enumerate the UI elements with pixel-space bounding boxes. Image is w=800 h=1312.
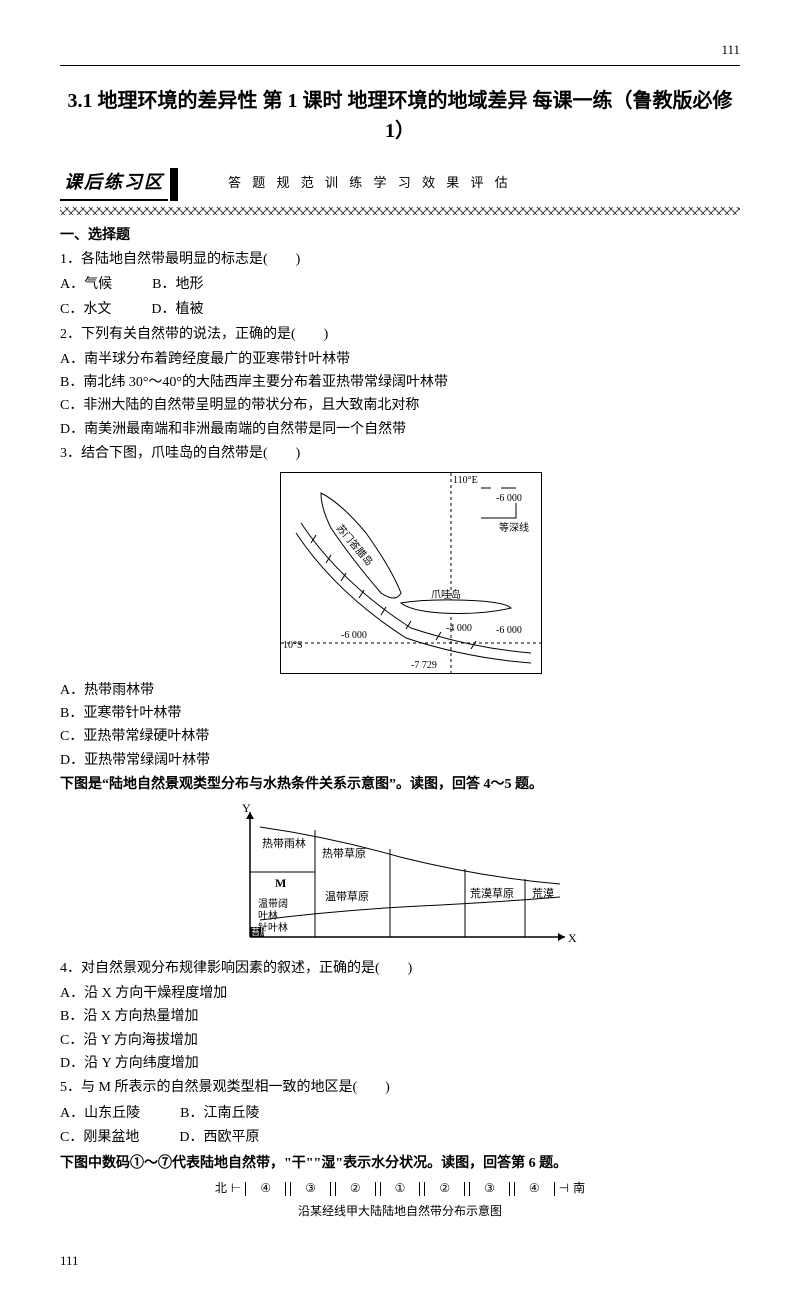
q2-stem: 2．下列有关自然带的说法，正确的是( ) (60, 324, 740, 346)
q4-stem: 4．对自然景观分布规律影响因素的叙述，正确的是( ) (60, 958, 740, 980)
chart-l2: M (275, 876, 286, 890)
map-d1: -6 000 (496, 493, 522, 504)
band-c2: ② (335, 1182, 376, 1196)
chart-x: X (568, 931, 577, 945)
map-d3: -6 000 (341, 630, 367, 641)
q2-opt-b: B．南北纬 30°～40°的大陆西岸主要分布着亚热带常绿阔叶林带 (60, 372, 740, 394)
q3-opt-a: A．热带雨林带 (60, 680, 740, 702)
q4-opt-a: A．沿 X 方向干燥程度增加 (60, 983, 740, 1005)
band-c1: ③ (290, 1182, 331, 1196)
q4-opt-b: B．沿 X 方向热量增加 (60, 1006, 740, 1028)
q1-opt-d: D．植被 (151, 299, 203, 321)
top-rule (60, 65, 740, 66)
chart-l0: 热带雨林 (262, 836, 306, 850)
intro-45: 下图是“陆地自然景观类型分布与水热条件关系示意图”。读图，回答 4～5 题。 (60, 774, 740, 796)
map-d4: -4 000 (446, 623, 472, 634)
band-diagram: 北 ⊢ ④ ③ ② ① ② ③ ④ ⊣ 南 沿某经线甲大陆陆地自然带分布示意图 (190, 1179, 610, 1221)
map-island2: 爪哇岛 (431, 588, 461, 601)
q2-opt-d: D．南美洲最南端和非洲最南端的自然带是同一个自然带 (60, 419, 740, 441)
q2-opt-c: C．非洲大陆的自然带呈明显的带状分布，且大致南北对称 (60, 395, 740, 417)
chart-l5: 荒漠草原 (470, 887, 514, 900)
svg-text:叶林: 叶林 (258, 909, 278, 922)
chart-l1: 热带草原 (322, 847, 366, 860)
q2-opt-a: A．南半球分布着跨经度最广的亚寒带针叶林带 (60, 349, 740, 371)
q4-opt-c: C．沿 Y 方向海拔增加 (60, 1030, 740, 1052)
q5-opt-b: B．江南丘陵 (180, 1103, 259, 1125)
map-d6: -7 729 (411, 660, 437, 671)
band-right: 南 (573, 1179, 585, 1198)
band-c3: ① (380, 1182, 421, 1196)
page-title: 3.1 地理环境的差异性 第 1 课时 地理环境的地域差异 每课一练（鲁教版必修… (60, 86, 740, 146)
map-d5: -6 000 (496, 625, 522, 636)
q1-opt-b: B．地形 (152, 274, 203, 296)
map-svg: 110°E -6 000 等深线 苏门答腊岛 爪哇岛 -6 000 -4 000… (281, 473, 541, 673)
landscape-chart: Y X 热带雨林 热带草原 M 温带阔 叶林 针叶林 温带草原 荒漠草原 荒漠 … (220, 802, 580, 952)
q3-opt-d: D．亚热带常绿阔叶林带 (60, 750, 740, 772)
map-lat: 10°S (283, 640, 303, 651)
q1-opt-c: C．水文 (60, 299, 111, 321)
q5-opt-c: C．刚果盆地 (60, 1127, 139, 1149)
page-number-top: 111 (60, 40, 740, 61)
band-caption: 沿某经线甲大陆陆地自然带分布示意图 (190, 1202, 610, 1221)
q3-opt-b: B．亚寒带针叶林带 (60, 703, 740, 725)
q4-opt-d: D．沿 Y 方向纬度增加 (60, 1053, 740, 1075)
band-c5: ③ (469, 1182, 510, 1196)
chart-svg: Y X 热带雨林 热带草原 M 温带阔 叶林 针叶林 温带草原 荒漠草原 荒漠 … (220, 802, 580, 952)
page-number-bottom: 111 (60, 1251, 740, 1272)
chart-l7: 苔原 (251, 926, 269, 937)
q5-opt-a: A．山东丘陵 (60, 1103, 140, 1125)
q5-stem: 5．与 M 所表示的自然景观类型相一致的地区是( ) (60, 1077, 740, 1099)
band-c0: ④ (245, 1182, 286, 1196)
zigzag-divider (60, 207, 740, 215)
map-figure: 110°E -6 000 等深线 苏门答腊岛 爪哇岛 -6 000 -4 000… (280, 472, 542, 674)
q3-stem: 3．结合下图，爪哇岛的自然带是( ) (60, 443, 740, 465)
chart-l6: 荒漠 (532, 887, 554, 900)
q1-stem: 1．各陆地自然带最明显的标志是( ) (60, 249, 740, 271)
band-c4: ② (424, 1182, 465, 1196)
q3-opt-c: C．亚热带常绿硬叶林带 (60, 726, 740, 748)
map-lon: 110°E (453, 475, 478, 486)
intro-6: 下图中数码①～⑦代表陆地自然带，"干""湿"表示水分状况。读图，回答第 6 题。 (60, 1153, 740, 1175)
section-main: 课后练习区 (60, 166, 168, 201)
heading-choice: 一、选择题 (60, 225, 740, 247)
q1-opt-a: A．气候 (60, 274, 112, 296)
map-d2: 等深线 (499, 521, 529, 534)
section-sub: 答 题 规 范 训 练 学 习 效 果 评 估 (228, 173, 512, 194)
chart-l3a: 温带阔 (258, 897, 288, 910)
band-c6: ④ (514, 1182, 555, 1196)
section-bar: 课后练习区 答 题 规 范 训 练 学 习 效 果 评 估 (60, 166, 740, 201)
chart-y: Y (242, 802, 251, 815)
band-left: 北 (215, 1179, 227, 1198)
q5-opt-d: D．西欧平原 (179, 1127, 259, 1149)
chart-l4: 温带草原 (325, 890, 369, 903)
